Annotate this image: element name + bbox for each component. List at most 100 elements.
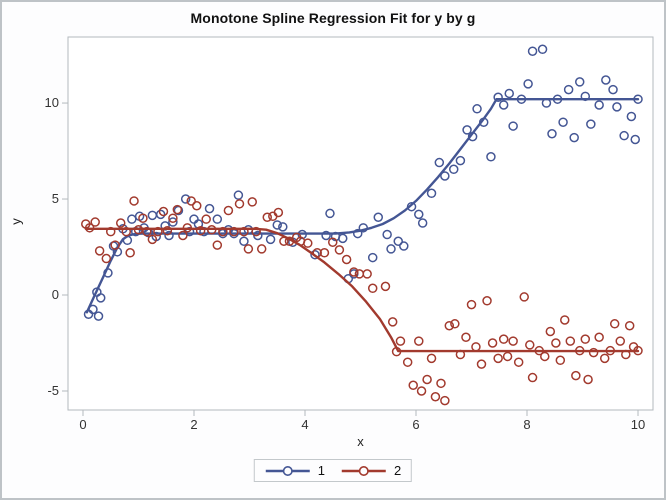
scatter-point-group1: [386, 244, 396, 254]
y-tick-label: -5: [47, 383, 59, 398]
fit-line-group2: [84, 227, 640, 353]
scatter-point-group2: [466, 299, 477, 310]
scatter-point-group1: [373, 212, 384, 223]
scatter-point-group2: [565, 336, 576, 346]
scatter-point-group2: [583, 374, 593, 385]
scatter-point-group2: [408, 380, 418, 390]
scatter-point-group2: [158, 206, 169, 217]
scatter-point-group1: [527, 46, 538, 56]
scatter-point-group1: [168, 217, 178, 227]
x-tick-label: 8: [523, 417, 530, 432]
legend-swatch-group1-icon: [265, 465, 310, 476]
scatter-point-group2: [243, 244, 254, 254]
scatter-point-group1: [173, 205, 184, 216]
scatter-point-group2: [380, 281, 391, 292]
scatter-point-group1: [265, 234, 276, 245]
scatter-point-group2: [168, 213, 178, 223]
scatter-point-group1: [440, 171, 450, 181]
scatter-point-group2: [594, 332, 604, 342]
legend-item-group2: 2: [341, 463, 401, 478]
x-tick-label: 0: [79, 417, 86, 432]
scatter-point-group2: [147, 234, 158, 245]
scatter-point-group1: [212, 214, 223, 224]
scatter-point-group1: [272, 220, 282, 230]
scatter-point-group2: [416, 386, 427, 396]
scatter-point-group1: [164, 230, 174, 241]
scatter-point-group2: [125, 248, 135, 258]
scatter-point-group2: [387, 317, 398, 327]
scatter-point-group1: [399, 241, 409, 251]
scatter-point-group2: [273, 207, 284, 218]
scatter-point-group2: [186, 196, 196, 206]
scatter-point-group2: [422, 374, 432, 385]
scatter-point-group1: [337, 233, 348, 244]
scatter-point-group1: [93, 311, 104, 321]
scatter-point-group2: [440, 395, 450, 406]
scatter-point-group2: [487, 338, 498, 348]
scatter-point-group2: [201, 214, 211, 224]
scatter-point-group2: [327, 237, 338, 247]
scatter-point-group2: [395, 336, 406, 346]
scatter-point-group2: [482, 296, 492, 306]
scatter-point-group2: [599, 353, 610, 364]
scatter-point-group2: [367, 283, 378, 294]
scatter-point-group1: [472, 104, 482, 114]
scatter-point-group1: [626, 111, 637, 122]
scatter-point-group2: [444, 320, 455, 331]
scatter-point-group2: [502, 351, 513, 362]
scatter-point-group2: [588, 347, 599, 358]
scatter-point-group2: [551, 338, 561, 348]
scatter-point-group2: [115, 218, 126, 228]
scatter-point-group2: [212, 240, 223, 250]
scatter-point-group1: [426, 188, 437, 199]
scatter-point-group1: [204, 203, 215, 214]
scatter-point-group2: [527, 372, 538, 383]
scatter-point-group2: [334, 245, 345, 255]
legend-label-group2: 2: [394, 463, 402, 478]
scatter-point-group2: [476, 359, 487, 369]
scatter-point-group1: [504, 88, 514, 99]
scatter-point-group2: [349, 267, 359, 277]
scatter-point-group2: [560, 315, 570, 325]
scatter-point-group2: [426, 353, 437, 364]
scatter-point-group1: [414, 209, 424, 220]
scatter-point-group2: [430, 392, 441, 402]
scatter-point-group1: [180, 194, 191, 204]
scatter-point-group1: [630, 134, 640, 145]
scatter-point-group1: [547, 129, 557, 139]
scatter-point-group2: [94, 246, 105, 256]
legend-item-group1: 1: [265, 463, 325, 478]
scatter-point-group2: [519, 292, 529, 302]
scatter-point-group1: [278, 222, 288, 232]
scatter-point-group2: [90, 217, 100, 227]
scatter-point-group1: [508, 121, 518, 131]
scatter-point-group1: [321, 230, 331, 241]
legend: 1 2: [253, 459, 413, 482]
scatter-point-group2: [303, 238, 313, 248]
y-axis-label: y: [8, 218, 24, 225]
scatter-point-group2: [498, 334, 509, 344]
scatter-point-group1: [434, 157, 445, 168]
scatter-point-group1: [325, 208, 335, 219]
legend-label-group1: 1: [317, 463, 325, 478]
scatter-point-group1: [382, 229, 392, 240]
x-tick-label: 10: [631, 417, 645, 432]
scatter-point-group1: [486, 152, 496, 162]
scatter-point-group1: [558, 117, 568, 127]
scatter-point-group1: [462, 125, 472, 135]
scatter-point-group2: [341, 254, 352, 265]
scatter-point-group2: [461, 332, 471, 342]
scatter-point-group2: [513, 357, 524, 367]
scatter-point-group2: [508, 336, 518, 346]
scatter-point-group2: [571, 370, 581, 381]
x-tick-label: 6: [412, 417, 419, 432]
scatter-point-group2: [247, 197, 258, 207]
scatter-point-group1: [155, 209, 166, 220]
scatter-point-group2: [178, 230, 188, 241]
scatter-point-group1: [239, 236, 249, 247]
scatter-point-group2: [580, 334, 591, 344]
scatter-point-group1: [594, 100, 604, 110]
scatter-point-group2: [162, 225, 173, 236]
scatter-point-group2: [555, 355, 566, 366]
